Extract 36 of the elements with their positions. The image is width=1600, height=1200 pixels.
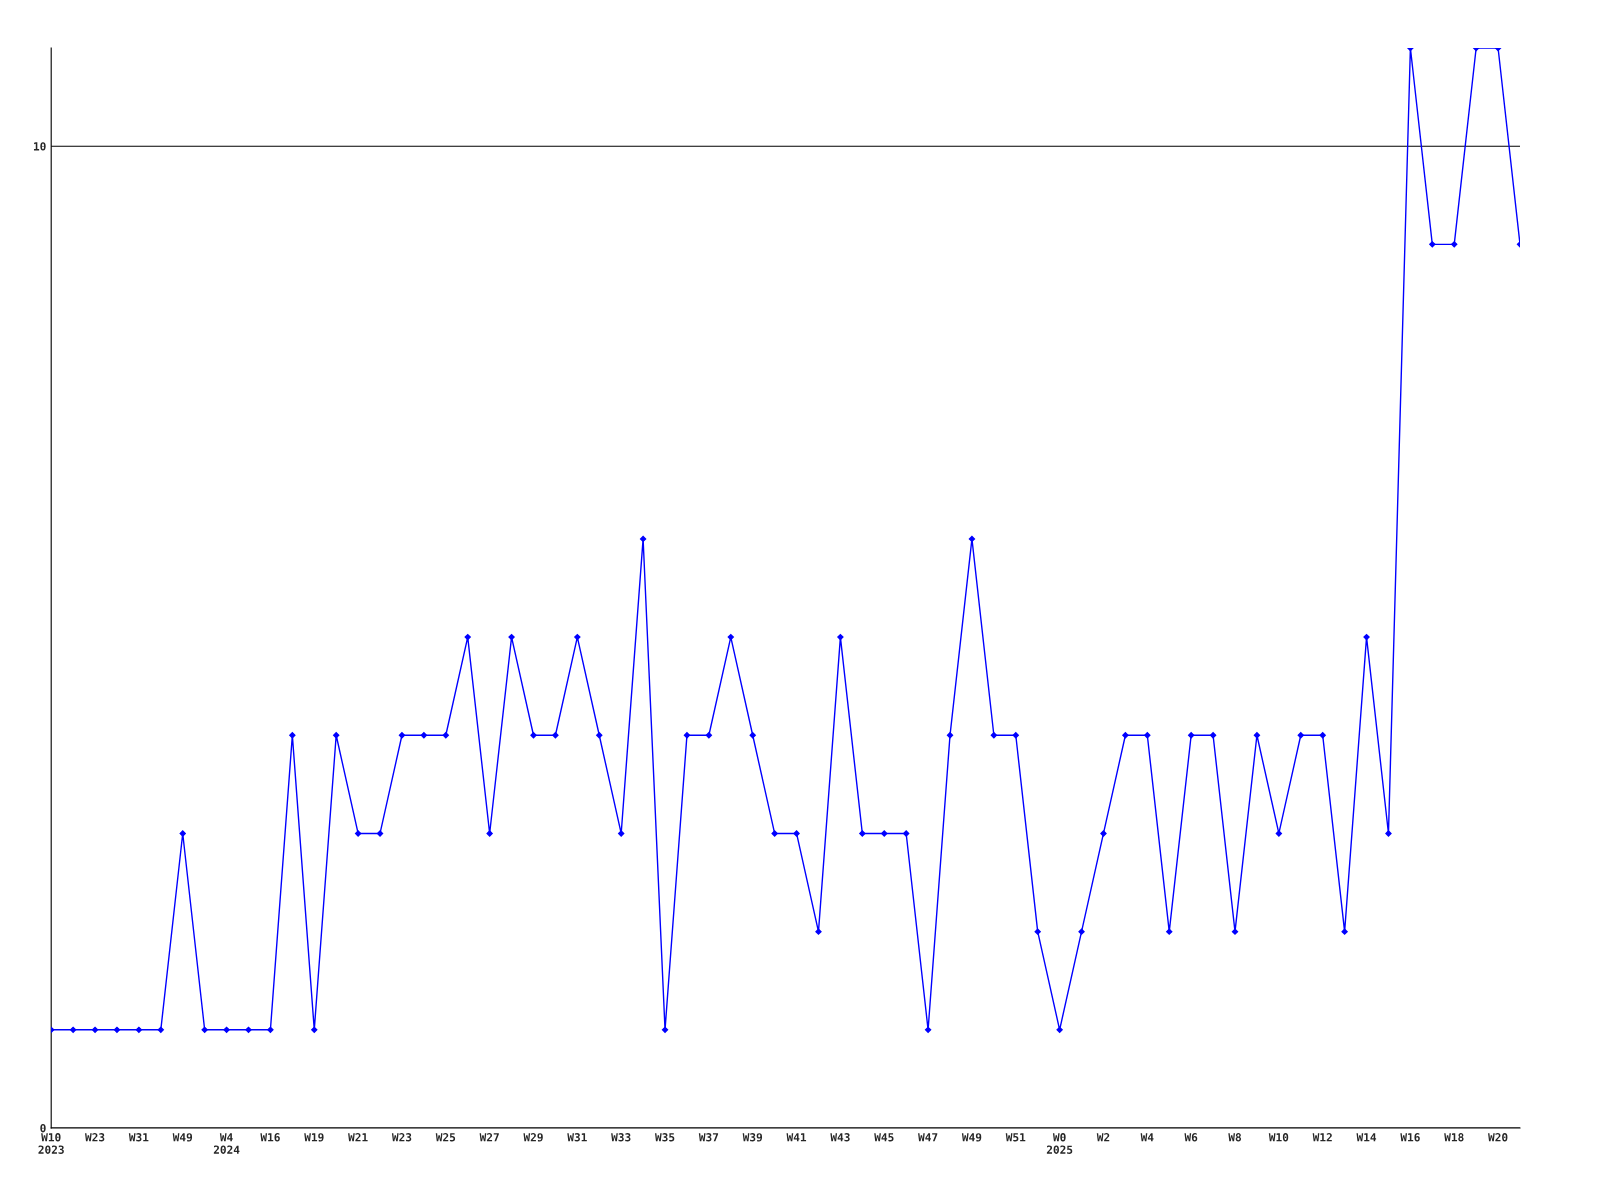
x-tick-label: W49 [172, 1133, 193, 1142]
x-tick-label: W41 [786, 1133, 807, 1142]
x-tick-label: W16 [260, 1133, 280, 1142]
x-tick-label: W16 [1400, 1133, 1420, 1142]
x-tick-label: W37 [698, 1133, 719, 1142]
y-tick-label: 0 [40, 1123, 46, 1133]
x-tick-label: W12 [1312, 1133, 1332, 1142]
x-tick-label: W6 [1184, 1133, 1198, 1142]
x-tick-label: W19 [304, 1133, 324, 1142]
x-tick-label: W43 [830, 1133, 850, 1142]
x-tick-label: W25 [435, 1133, 456, 1142]
x-tick-label: W4 2024 [213, 1133, 240, 1154]
x-tick-label: W10 [1268, 1133, 1289, 1142]
x-tick-label: W8 [1228, 1133, 1241, 1142]
x-tick-label: W20 [1488, 1133, 1508, 1142]
x-tick-label: W4 [1140, 1133, 1154, 1142]
x-tick-label: W33 [611, 1133, 631, 1142]
x-tick-label: W31 [128, 1133, 149, 1142]
x-tick-label: W23 [391, 1133, 412, 1142]
x-tick-label: W49 [961, 1133, 982, 1142]
x-tick-label: W29 [523, 1133, 543, 1142]
x-tick-label: W18 [1444, 1133, 1464, 1142]
x-tick-label: W2 [1096, 1133, 1110, 1142]
x-tick-label: W21 [348, 1133, 368, 1142]
x-tick-label: W47 [918, 1133, 938, 1142]
x-tick-label: W31 [567, 1133, 587, 1142]
x-tick-label: W27 [479, 1133, 499, 1142]
x-tick-label: W23 [85, 1133, 105, 1142]
x-tick-label: W39 [742, 1133, 763, 1142]
x-tick-label: W35 [654, 1133, 675, 1142]
x-tick-label: W0 2025 [1046, 1133, 1073, 1154]
x-tick-label: W51 [1005, 1133, 1026, 1142]
x-tick-label: W14 [1356, 1133, 1377, 1142]
x-tick-label: W10 2023 [38, 1133, 64, 1154]
y-tick-label: 10 [33, 142, 46, 151]
x-tick-label: W45 [874, 1133, 894, 1142]
